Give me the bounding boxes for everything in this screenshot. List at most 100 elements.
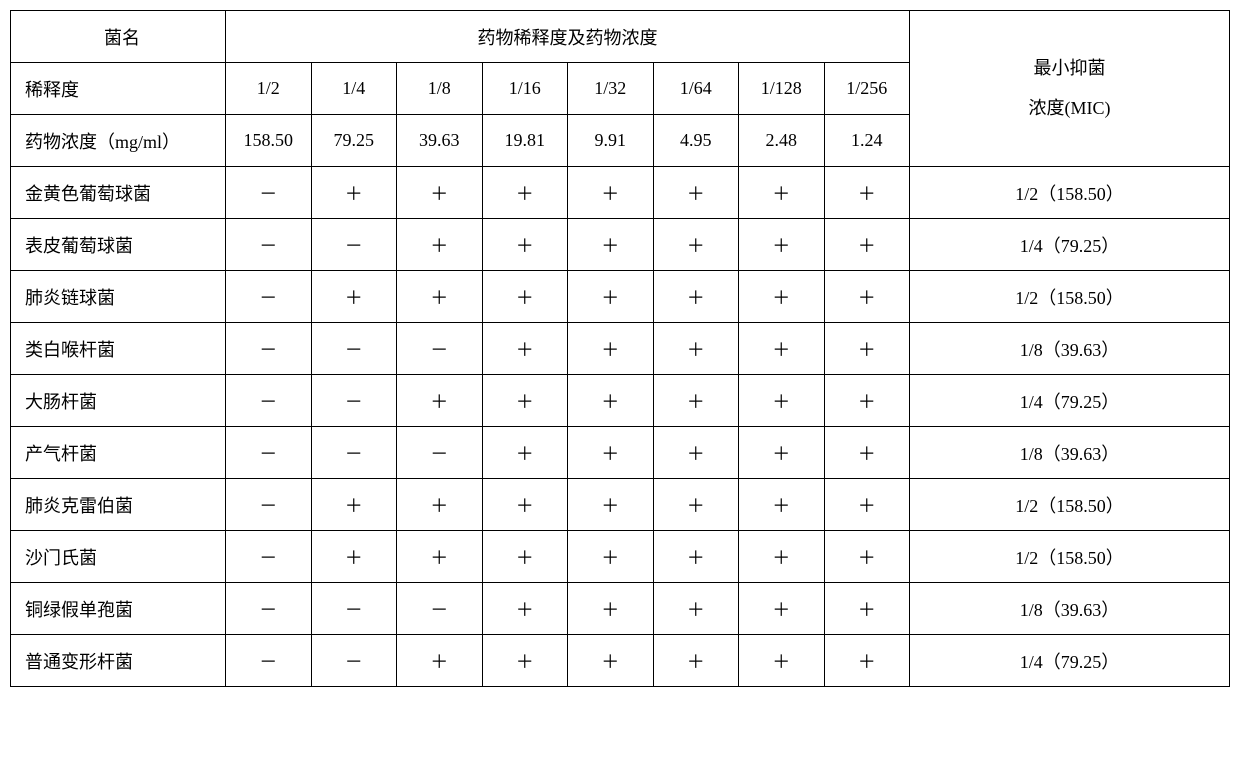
result-cell: ＋ (824, 167, 910, 219)
bacteria-name: 大肠杆菌 (11, 375, 226, 427)
bacteria-name: 金黄色葡萄球菌 (11, 167, 226, 219)
result-cell: ＋ (568, 479, 654, 531)
result-cell: ＋ (824, 219, 910, 271)
result-cell: ＋ (311, 167, 397, 219)
result-cell: ＋ (397, 635, 483, 687)
dilution-value: 1/8 (397, 63, 483, 115)
result-cell: ＋ (739, 271, 825, 323)
result-cell: ＋ (568, 323, 654, 375)
header-row-1: 菌名 药物稀释度及药物浓度 最小抑菌 浓度(MIC) (11, 11, 1230, 63)
result-cell: ＋ (653, 531, 739, 583)
dilution-value: 1/4 (311, 63, 397, 115)
result-cell: ＋ (482, 635, 568, 687)
mic-value: 1/2（158.50） (910, 271, 1230, 323)
result-cell: ＋ (653, 635, 739, 687)
result-cell: － (226, 219, 312, 271)
mic-value: 1/4（79.25） (910, 635, 1230, 687)
table-row: 产气杆菌－－－＋＋＋＋＋1/8（39.63） (11, 427, 1230, 479)
result-cell: ＋ (824, 531, 910, 583)
result-cell: ＋ (311, 531, 397, 583)
result-cell: ＋ (824, 323, 910, 375)
result-cell: ＋ (653, 167, 739, 219)
result-cell: ＋ (397, 531, 483, 583)
dilution-value: 1/16 (482, 63, 568, 115)
bacteria-name: 普通变形杆菌 (11, 635, 226, 687)
dilution-label: 稀释度 (11, 63, 226, 115)
result-cell: ＋ (653, 375, 739, 427)
result-cell: ＋ (568, 167, 654, 219)
result-cell: ＋ (482, 219, 568, 271)
result-cell: ＋ (739, 583, 825, 635)
result-cell: ＋ (653, 479, 739, 531)
bacteria-name: 表皮葡萄球菌 (11, 219, 226, 271)
result-cell: － (226, 479, 312, 531)
concentration-value: 158.50 (226, 115, 312, 167)
result-cell: ＋ (568, 219, 654, 271)
table-row: 金黄色葡萄球菌－＋＋＋＋＋＋＋1/2（158.50） (11, 167, 1230, 219)
result-cell: ＋ (739, 479, 825, 531)
result-cell: ＋ (568, 583, 654, 635)
mic-header-line1: 最小抑菌 (1034, 58, 1106, 78)
bacteria-name: 铜绿假单孢菌 (11, 583, 226, 635)
table-row: 肺炎链球菌－＋＋＋＋＋＋＋1/2（158.50） (11, 271, 1230, 323)
mic-value: 1/8（39.63） (910, 323, 1230, 375)
table-row: 肺炎克雷伯菌－＋＋＋＋＋＋＋1/2（158.50） (11, 479, 1230, 531)
mic-value: 1/8（39.63） (910, 427, 1230, 479)
result-cell: ＋ (482, 479, 568, 531)
result-cell: ＋ (739, 219, 825, 271)
result-cell: ＋ (739, 375, 825, 427)
result-cell: ＋ (824, 635, 910, 687)
table-row: 类白喉杆菌－－－＋＋＋＋＋1/8（39.63） (11, 323, 1230, 375)
result-cell: ＋ (653, 219, 739, 271)
mic-value: 1/2（158.50） (910, 531, 1230, 583)
mic-value: 1/2（158.50） (910, 479, 1230, 531)
result-cell: ＋ (739, 531, 825, 583)
bacteria-name: 产气杆菌 (11, 427, 226, 479)
concentration-value: 39.63 (397, 115, 483, 167)
result-cell: － (311, 219, 397, 271)
result-cell: ＋ (311, 271, 397, 323)
dilution-value: 1/128 (739, 63, 825, 115)
result-cell: ＋ (397, 167, 483, 219)
result-cell: ＋ (653, 427, 739, 479)
bacteria-name: 沙门氏菌 (11, 531, 226, 583)
mic-value: 1/4（79.25） (910, 219, 1230, 271)
bacteria-name: 类白喉杆菌 (11, 323, 226, 375)
result-cell: － (226, 583, 312, 635)
bacteria-name: 肺炎链球菌 (11, 271, 226, 323)
result-cell: － (311, 375, 397, 427)
result-cell: － (311, 635, 397, 687)
dilution-value: 1/32 (568, 63, 654, 115)
result-cell: ＋ (482, 531, 568, 583)
result-cell: － (311, 323, 397, 375)
concentration-label: 药物浓度（mg/ml） (11, 115, 226, 167)
result-cell: ＋ (824, 375, 910, 427)
concentration-value: 79.25 (311, 115, 397, 167)
result-cell: － (397, 323, 483, 375)
table-row: 铜绿假单孢菌－－－＋＋＋＋＋1/8（39.63） (11, 583, 1230, 635)
result-cell: ＋ (482, 375, 568, 427)
result-cell: ＋ (739, 167, 825, 219)
table-row: 普通变形杆菌－－＋＋＋＋＋＋1/4（79.25） (11, 635, 1230, 687)
mic-value: 1/2（158.50） (910, 167, 1230, 219)
result-cell: ＋ (397, 479, 483, 531)
result-cell: ＋ (739, 635, 825, 687)
bacteria-name-header: 菌名 (11, 11, 226, 63)
table-row: 大肠杆菌－－＋＋＋＋＋＋1/4（79.25） (11, 375, 1230, 427)
result-cell: － (226, 167, 312, 219)
mic-results-table: 菌名 药物稀释度及药物浓度 最小抑菌 浓度(MIC) 稀释度 1/2 1/4 1… (10, 10, 1230, 687)
result-cell: ＋ (653, 583, 739, 635)
result-cell: － (397, 583, 483, 635)
dilution-concentration-header: 药物稀释度及药物浓度 (226, 11, 910, 63)
result-cell: － (311, 427, 397, 479)
mic-value: 1/4（79.25） (910, 375, 1230, 427)
result-cell: ＋ (824, 271, 910, 323)
result-cell: ＋ (824, 427, 910, 479)
result-cell: ＋ (568, 375, 654, 427)
result-cell: ＋ (482, 323, 568, 375)
concentration-value: 4.95 (653, 115, 739, 167)
dilution-value: 1/256 (824, 63, 910, 115)
result-cell: ＋ (482, 271, 568, 323)
result-cell: ＋ (568, 427, 654, 479)
result-cell: ＋ (824, 583, 910, 635)
